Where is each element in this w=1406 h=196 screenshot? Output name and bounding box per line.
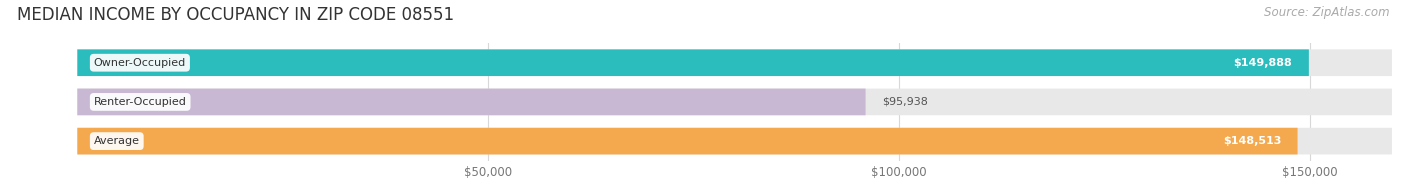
Text: $148,513: $148,513	[1223, 136, 1281, 146]
FancyBboxPatch shape	[77, 49, 1392, 76]
Text: Renter-Occupied: Renter-Occupied	[94, 97, 187, 107]
Text: Owner-Occupied: Owner-Occupied	[94, 58, 186, 68]
FancyBboxPatch shape	[77, 128, 1298, 154]
Text: Average: Average	[94, 136, 139, 146]
FancyBboxPatch shape	[77, 49, 1309, 76]
FancyBboxPatch shape	[77, 128, 1392, 154]
Text: $95,938: $95,938	[882, 97, 928, 107]
Text: $149,888: $149,888	[1233, 58, 1292, 68]
Text: MEDIAN INCOME BY OCCUPANCY IN ZIP CODE 08551: MEDIAN INCOME BY OCCUPANCY IN ZIP CODE 0…	[17, 6, 454, 24]
FancyBboxPatch shape	[77, 89, 1392, 115]
Text: Source: ZipAtlas.com: Source: ZipAtlas.com	[1264, 6, 1389, 19]
FancyBboxPatch shape	[77, 89, 866, 115]
